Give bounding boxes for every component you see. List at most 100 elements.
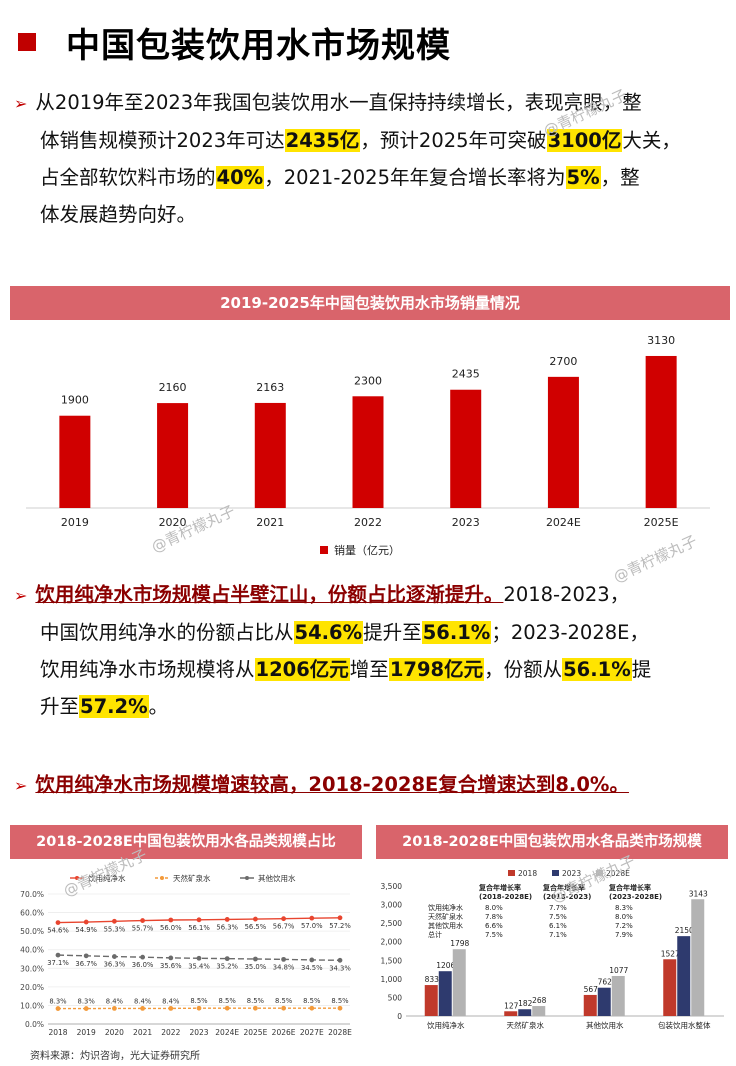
legend-swatch (320, 546, 328, 554)
data-label-天然矿泉水-2028E: 268 (532, 996, 547, 1005)
point-其他饮用水-2022 (168, 955, 174, 961)
cagr-row-label: 其他饮用水 (428, 921, 463, 930)
bar-天然矿泉水-2028E (532, 1006, 546, 1016)
y-tick: 2,500 (381, 919, 403, 928)
legend-swatch-2028E (596, 870, 603, 876)
bar-2023 (450, 389, 482, 508)
page-header: 中国包装饮用水市场规模 (18, 14, 451, 70)
data-label-天然矿泉水-2026E: 8.5% (275, 997, 293, 1005)
point-天然矿泉水-2018 (55, 1006, 61, 1011)
legend-label: 销量（亿元） (334, 543, 400, 557)
bullet-arrow-icon: ➢ (14, 586, 28, 605)
legend-marker-饮用纯净水 (75, 876, 79, 880)
x-tick-2023: 2023 (189, 1028, 208, 1037)
data-label-其他饮用水-2020: 36.3% (104, 961, 126, 969)
data-label-天然矿泉水-2023: 8.5% (190, 997, 208, 1005)
bar-饮用纯净水-2018 (424, 985, 438, 1016)
data-label-其他饮用水-2018: 567 (584, 985, 599, 994)
chart3-banner: 2018-2028E中国包装饮用水各品类市场规模 (376, 825, 728, 859)
highlight-5pct: 5% (565, 166, 601, 189)
data-label-其他饮用水-2028E: 1077 (609, 966, 628, 975)
purified-water-paragraph: ➢ 饮用纯净水市场规模占半壁江山，份额占比逐渐提升。2018-2023， 中国饮用… (14, 583, 652, 718)
data-label-天然矿泉水-2025E: 8.5% (247, 997, 265, 1005)
point-饮用纯净水-2024E (224, 917, 230, 922)
legend-label-天然矿泉水: 天然矿泉水 (173, 873, 211, 883)
point-其他饮用水-2025E (253, 956, 258, 962)
point-饮用纯净水-2028E (337, 915, 343, 921)
point-其他饮用水-2019 (83, 953, 89, 959)
cagr-cell: 7.1% (549, 931, 567, 939)
x-tick-2025E: 2025E (243, 1028, 267, 1037)
data-label-2019: 1900 (61, 394, 89, 407)
highlight-3100: 3100亿 (546, 129, 623, 152)
bar-饮用纯净水-2028E (452, 949, 466, 1016)
data-label-其他饮用水-2025E: 35.0% (245, 963, 267, 971)
point-其他饮用水-2024E (224, 956, 230, 962)
legend-swatch-2018 (508, 870, 515, 876)
data-label-饮用纯净水-2021: 55.7% (132, 925, 154, 933)
data-label-天然矿泉水-2020: 8.4% (106, 997, 124, 1005)
intro-paragraph: ➢ 从2019年至2023年我国包装饮用水一直保持持续增长，表现亮眼，整 体销售规… (14, 91, 681, 226)
highlight-2435: 2435亿 (284, 129, 361, 152)
cagr-cell: 6.1% (549, 922, 567, 930)
bar-饮用纯净水-2023 (438, 971, 452, 1016)
x-tick-2024E: 2024E (215, 1028, 239, 1037)
data-label-其他饮用水-2019: 36.7% (75, 960, 97, 968)
point-其他饮用水-2028E (337, 957, 343, 963)
bar-其他饮用水-2023 (597, 987, 611, 1016)
point-饮用纯净水-2018 (55, 920, 61, 925)
data-label-其他饮用水-2023: 762 (598, 978, 613, 987)
data-label-其他饮用水-2023: 35.4% (188, 962, 210, 970)
data-label-饮用纯净水-2025E: 56.5% (245, 923, 267, 931)
bar-2020 (157, 403, 189, 508)
legend-label-2023: 2023 (562, 869, 581, 878)
data-label-2021: 2163 (256, 381, 284, 394)
share-line-chart: 0.0% 10.0% 20.0% 30.0% 40.0% 50.0% 60.0% 70.0% 2… (20, 873, 352, 1037)
cagr-header: 复合年增长率 (542, 883, 585, 892)
bar-包装饮用水整体-2018 (663, 959, 677, 1016)
y-tick: 20.0% (20, 983, 44, 992)
point-饮用纯净水-2020 (112, 918, 117, 924)
data-label-天然矿泉水-2023: 182 (518, 999, 533, 1008)
cagr-header-period: (2023-2028E) (609, 893, 662, 901)
bar-天然矿泉水-2018 (504, 1011, 518, 1016)
cagr-header-period: (2018-2028E) (479, 893, 532, 901)
data-label-天然矿泉水-2027E: 8.5% (303, 997, 321, 1005)
cagr-cell: 8.0% (615, 913, 633, 921)
sales-bar-chart: 1900 2019 2160 2020 2163 2021 2300 2022 2435 2023… (26, 334, 710, 557)
bar-2021 (254, 402, 286, 508)
bar-2019 (59, 415, 91, 508)
data-label-包装饮用水整体-2023: 2150 (675, 926, 694, 935)
data-label-饮用纯净水-2019: 54.9% (75, 926, 97, 934)
point-天然矿泉水-2027E (309, 1005, 315, 1011)
data-label-2022: 2300 (354, 374, 382, 387)
data-label-饮用纯净水-2027E: 57.0% (301, 922, 323, 930)
data-label-饮用纯净水-2028E: 1798 (450, 939, 469, 948)
legend-label-2028E: 2028E (606, 869, 630, 878)
series-line-其他饮用水 (57, 954, 341, 961)
bar-其他饮用水-2028E (611, 975, 625, 1016)
cagr-cell: 7.5% (549, 913, 567, 921)
cagr-cell: 6.6% (485, 922, 503, 930)
point-天然矿泉水-2019 (83, 1006, 89, 1011)
point-其他饮用水-2020 (112, 954, 117, 959)
legend-marker-其他饮用水 (245, 876, 249, 880)
y-tick: 0.0% (25, 1020, 44, 1029)
x-tick-2026E: 2026E (272, 1028, 296, 1037)
data-label-天然矿泉水-2024E: 8.5% (219, 997, 237, 1005)
bar-2022 (352, 396, 384, 508)
point-饮用纯净水-2027E (309, 915, 315, 921)
data-label-其他饮用水-2027E: 34.5% (301, 964, 323, 972)
data-label-2020: 2160 (159, 381, 187, 394)
y-tick: 2,000 (381, 938, 403, 947)
point-饮用纯净水-2021 (140, 918, 146, 923)
y-tick: 1,000 (381, 975, 403, 984)
point-其他饮用水-2018 (55, 952, 61, 958)
cagr-cell: 7.9% (615, 931, 633, 939)
point-天然矿泉水-2026E (281, 1005, 286, 1011)
point-其他饮用水-2023 (196, 955, 202, 961)
data-label-其他饮用水-2026E: 34.8% (273, 963, 295, 971)
y-tick: 0 (397, 1012, 402, 1021)
legend-label-饮用纯净水: 饮用纯净水 (88, 873, 126, 883)
y-tick: 3,000 (381, 901, 403, 910)
